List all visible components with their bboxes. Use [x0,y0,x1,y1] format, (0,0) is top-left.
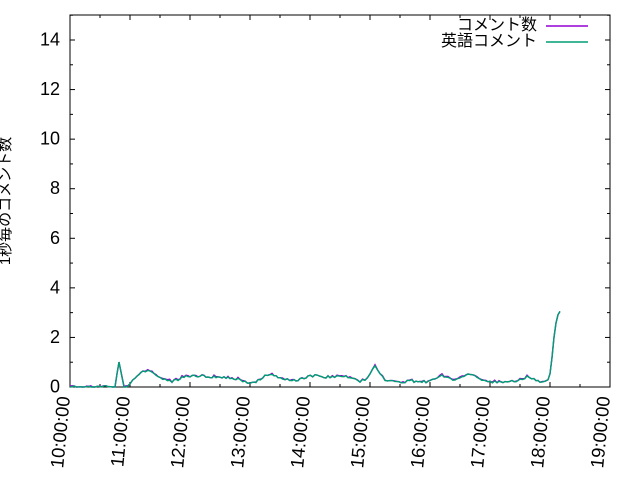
svg-text:10: 10 [40,129,60,149]
svg-text:6: 6 [50,228,60,248]
svg-text:1秒毎のコメント数: 1秒毎のコメント数 [0,137,14,265]
svg-text:8: 8 [50,178,60,198]
svg-text:コメント数: コメント数 [457,16,537,34]
svg-text:2: 2 [50,327,60,347]
svg-text:14: 14 [40,30,60,50]
svg-text:12: 12 [40,79,60,99]
svg-text:英語コメント: 英語コメント [441,32,537,50]
svg-text:0: 0 [50,377,60,397]
svg-text:4: 4 [50,277,60,297]
